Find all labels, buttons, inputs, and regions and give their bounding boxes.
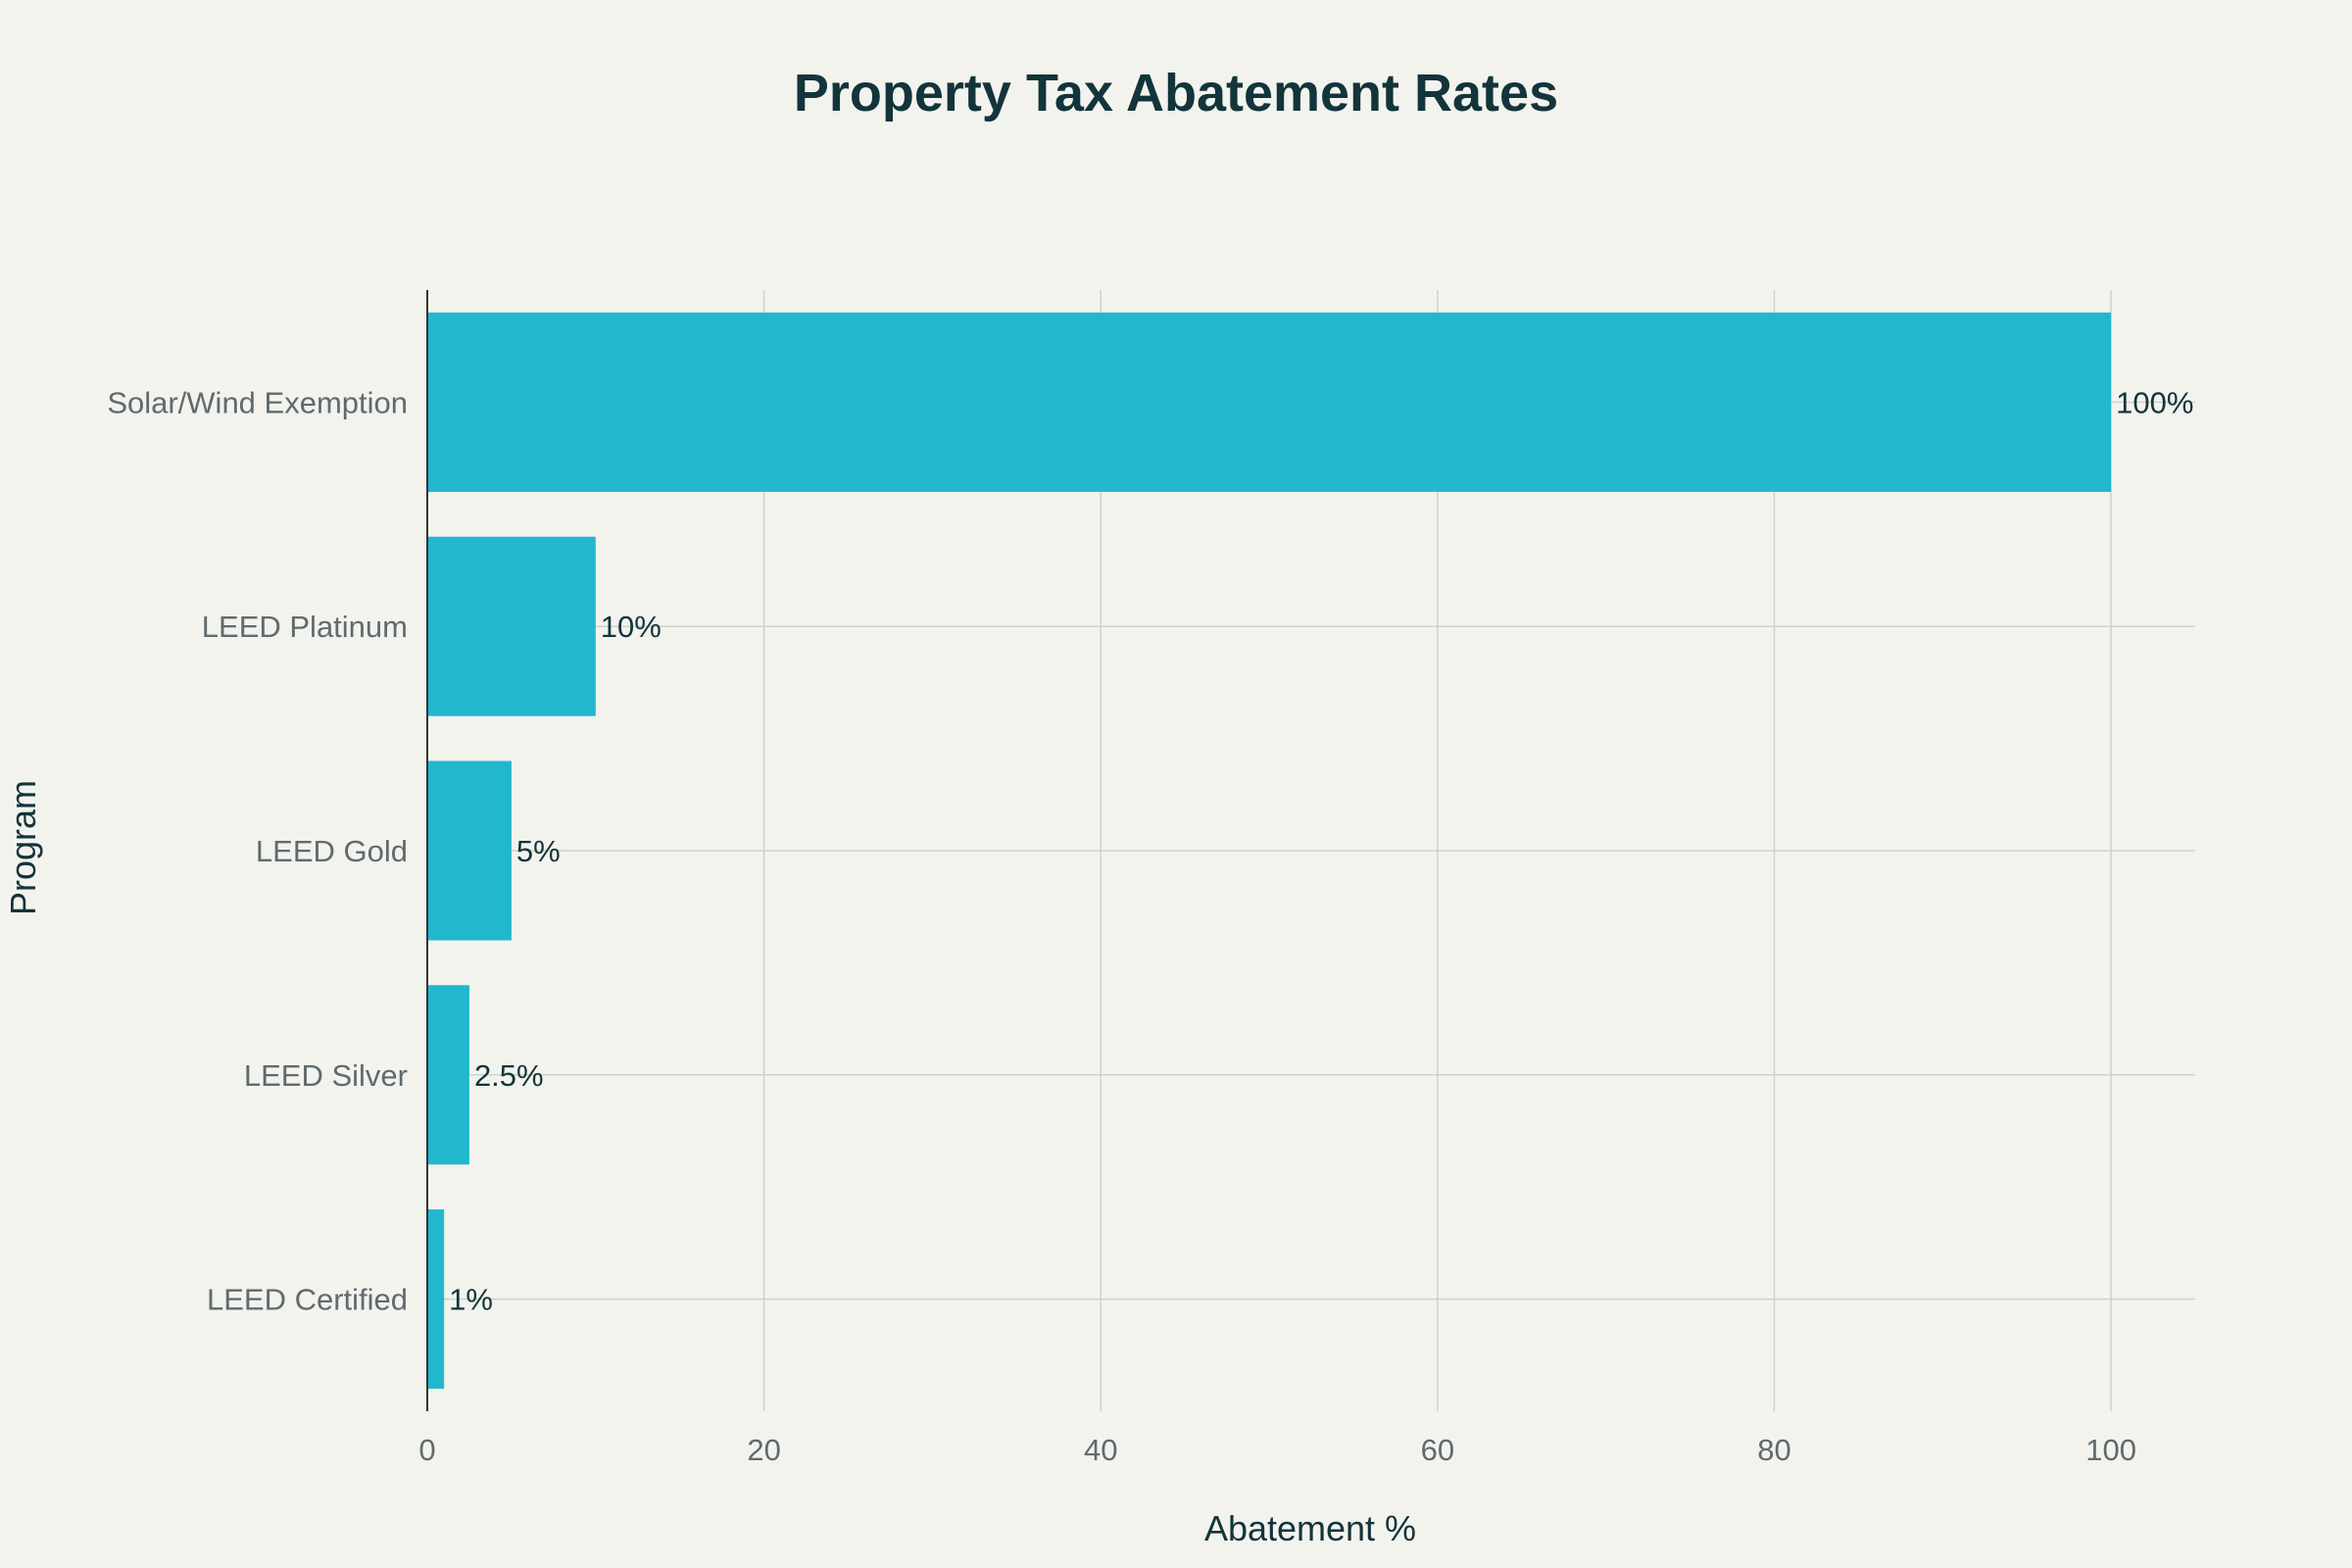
bar (427, 760, 512, 941)
y-axis-title: Program (3, 780, 43, 915)
y-tick-label: LEED Silver (244, 1058, 408, 1093)
data-label: 2.5% (474, 1058, 544, 1093)
chart-title: Property Tax Abatement Rates (794, 64, 1558, 122)
bar (427, 536, 596, 716)
bars (427, 312, 2112, 1390)
bar (427, 1209, 445, 1390)
x-tick-label: 100 (2085, 1433, 2136, 1467)
data-labels: 100% 10% 5% 2.5% 1% (449, 385, 2193, 1316)
bar (427, 985, 469, 1165)
x-tick-labels: 0 20 40 60 80 100 (418, 1433, 2136, 1467)
x-axis-title: Abatement % (1204, 1508, 1416, 1548)
x-tick-label: 80 (1757, 1433, 1790, 1467)
bar (427, 312, 2112, 492)
y-tick-labels: Solar/Wind Exemption LEED Platinum LEED Go… (107, 385, 408, 1316)
y-tick-label: LEED Certified (207, 1283, 408, 1317)
data-label: 5% (516, 834, 561, 868)
y-tick-label: LEED Gold (256, 834, 408, 868)
x-tick-label: 20 (747, 1433, 780, 1467)
data-label: 100% (2116, 385, 2193, 419)
y-tick-label: LEED Platinum (202, 610, 408, 644)
data-label: 10% (601, 610, 662, 644)
y-tick-label: Solar/Wind Exemption (107, 385, 408, 419)
data-label: 1% (449, 1283, 493, 1317)
x-tick-label: 0 (418, 1433, 435, 1467)
x-tick-label: 40 (1084, 1433, 1117, 1467)
x-tick-label: 60 (1421, 1433, 1454, 1467)
